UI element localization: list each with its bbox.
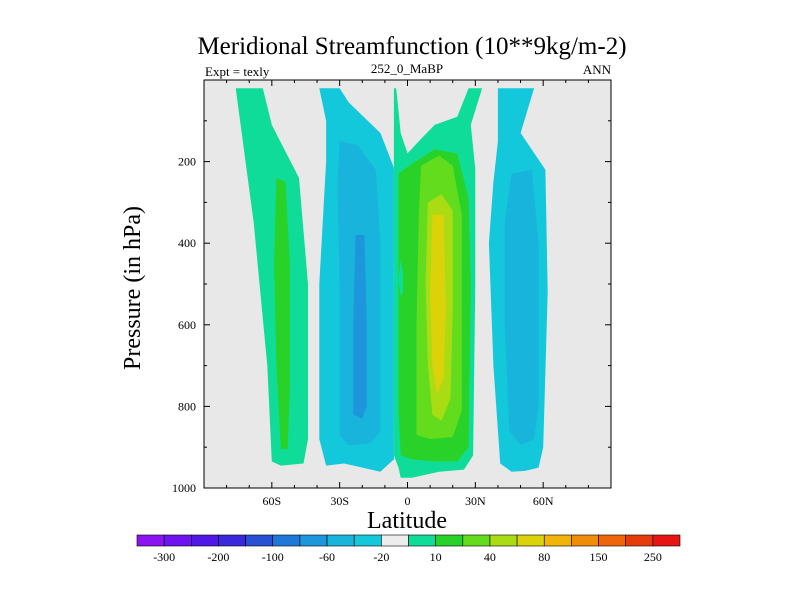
y-axis-label: Pressure (in hPa) — [120, 206, 146, 370]
colorbar-box — [163, 534, 192, 547]
x-tick-label: 30N — [465, 494, 486, 508]
colorbar-label: 150 — [590, 550, 608, 564]
colorbar-box — [299, 534, 328, 547]
y-tick-label: 800 — [178, 399, 196, 413]
colorbar-box — [353, 534, 382, 547]
y-tick-label: 1000 — [172, 481, 196, 495]
colorbar-box — [625, 534, 654, 547]
colorbar-box — [489, 534, 518, 547]
colorbar-box — [218, 534, 246, 547]
x-tick-label: 60N — [533, 494, 554, 508]
contour-regions — [235, 88, 548, 478]
y-tick-label: 400 — [178, 236, 196, 250]
contour-equator-notch — [398, 259, 403, 297]
experiment-label: Expt = texly — [205, 64, 270, 79]
contour-hadley-gold — [430, 214, 446, 395]
colorbar-box — [516, 534, 545, 547]
colorbar-box — [136, 534, 165, 547]
contour-nh-cell-inner — [504, 169, 539, 446]
colorbar-label: 40 — [484, 550, 496, 564]
colorbar-box — [571, 534, 599, 547]
colorbar-label: 80 — [538, 550, 550, 564]
season-label: ANN — [583, 62, 612, 77]
colorbar-box — [435, 534, 464, 547]
colorbar-box — [191, 534, 219, 547]
colorbar-label: -200 — [207, 550, 229, 564]
x-tick-label: 30S — [330, 494, 349, 508]
y-tick-label: 200 — [178, 155, 196, 169]
y-tick-label: 600 — [178, 318, 196, 332]
x-tick-label: 0 — [405, 494, 411, 508]
axis-ticks: 60S 30S 0 30N 60N 200 400 600 800 1000 — [172, 80, 611, 508]
colorbar: -300 -200 -100 -60 -20 10 40 80 150 250 — [136, 534, 681, 564]
colorbar-box — [652, 534, 681, 547]
x-tick-label: 60S — [262, 494, 281, 508]
colorbar-box — [326, 534, 355, 547]
colorbar-box — [245, 534, 274, 547]
colorbar-box — [543, 534, 572, 547]
period-label: 252_0_MaBP — [371, 61, 443, 76]
colorbar-box — [408, 534, 436, 547]
chart-title: Meridional Streamfunction (10**9kg/m-2) — [197, 33, 626, 60]
colorbar-label: -100 — [262, 550, 284, 564]
colorbar-label: 250 — [644, 550, 662, 564]
colorbar-label: -60 — [319, 550, 335, 564]
contour-sh-cell-outer — [235, 88, 308, 466]
colorbar-box — [462, 534, 491, 547]
colorbar-box — [272, 534, 301, 547]
colorbar-label: -20 — [373, 550, 389, 564]
colorbar-label: -300 — [153, 550, 175, 564]
colorbar-label: 10 — [430, 550, 442, 564]
colorbar-box — [598, 534, 626, 547]
colorbar-box — [381, 534, 409, 547]
x-axis-label: Latitude — [367, 508, 447, 534]
contour-sh-cell-inner — [274, 177, 290, 450]
contour-ferrel-inner — [353, 235, 367, 419]
